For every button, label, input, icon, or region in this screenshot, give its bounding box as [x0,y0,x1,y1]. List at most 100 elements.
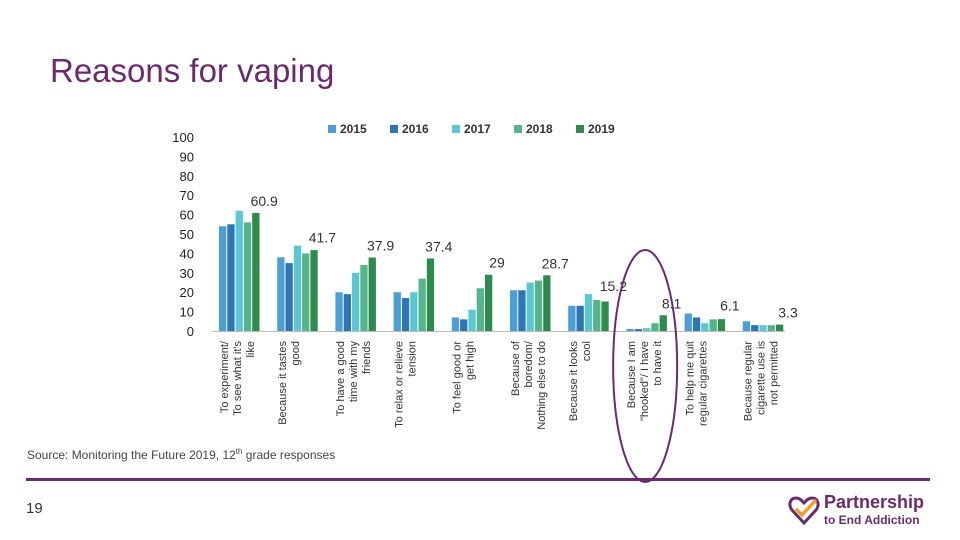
bar [510,290,518,331]
bar [393,292,401,331]
footer-divider [26,478,930,481]
legend-label: 2019 [588,122,615,136]
category-label: Because it tastes good [277,341,302,425]
slide-title: Reasons for vaping [50,52,335,89]
legend-swatch [390,125,398,133]
category-label-line: Nothing else to do [536,341,548,430]
bar [709,319,717,331]
bar [526,282,534,331]
bar [243,222,252,331]
bar [235,210,243,331]
bar [684,313,692,331]
bar [352,272,360,331]
category-label-line: not permitted [769,341,781,405]
bar [701,323,709,331]
bar [293,245,302,331]
y-tick-label: 50 [180,227,194,242]
bar [219,226,227,331]
bar [742,321,751,331]
data-label: 41.7 [309,230,336,246]
bar [310,250,318,331]
y-tick-label: 20 [180,285,194,300]
bar [601,301,609,331]
category-label-line: time with my [348,341,360,403]
bar [626,329,634,331]
category-label: To relax or relieve tension [393,341,418,428]
bar [767,325,775,331]
y-tick-label: 0 [187,324,194,339]
y-tick-label: 70 [180,188,194,203]
category-label-line: To relax or relieve [393,341,405,428]
bar [418,278,426,331]
category-label-line: cigarette use is [756,341,768,415]
category-label: To help me quit regular cigarettes [684,341,709,426]
category-label-line: To feel good or [452,341,464,414]
legend-swatch [452,125,460,133]
bar [751,325,759,331]
bar [468,309,476,331]
highlight-ellipse [612,249,679,483]
category-label-line: boredom/ [523,340,535,387]
category-label-line: Because of [510,340,522,396]
bar [576,305,584,331]
category-label-line: get high [465,341,477,380]
bar [410,292,418,331]
bar [343,294,351,331]
bar [593,299,601,331]
legend-swatch [328,125,336,133]
category-label-line: "hooked"/ I have [639,341,651,421]
bar [584,294,593,331]
y-tick-label: 80 [180,169,194,184]
bar [476,288,484,331]
category-label-line: To have a good [335,341,347,416]
source-sup: th [235,447,243,456]
bar [534,280,543,331]
legend-label: 2018 [526,122,553,136]
category-label-line: Because it tastes [277,341,289,425]
category-label-line: Because regular [743,341,755,421]
bar [335,292,343,331]
bar [302,253,310,331]
bar [651,323,659,331]
heart-check-icon [788,496,820,525]
category-label-line: good [290,341,302,365]
logo-line1: Partnership [824,492,925,512]
legend-label: 2015 [340,122,367,136]
bar [759,325,767,331]
category-label-line: To help me quit [684,341,696,416]
source-suffix: grade responses [242,448,336,462]
source-text: Source: Monitoring the Future 2019, 12 [27,448,236,462]
page-number: 19 [26,500,43,517]
y-tick-label: 90 [180,149,194,164]
data-label: 37.9 [367,237,394,253]
category-label: Because it looks cool [568,341,593,422]
category-label: Because I am "hooked"/ I have to have it [626,341,664,421]
bar [485,274,493,331]
partnership-logo: Partnership to End Addiction [788,492,938,528]
category-label: To have a good time with my friends [335,341,373,417]
category-label-line: cool [581,341,593,361]
legend-label: 2016 [402,122,429,136]
bar [460,319,468,331]
y-tick-label: 10 [180,305,194,320]
bar [634,329,642,331]
data-label: 60.9 [251,193,278,209]
category-label: To experiment/To see what it's like [219,340,257,416]
bar [543,275,551,331]
bar [659,315,667,331]
legend-swatch [514,125,522,133]
bar [360,265,368,331]
y-tick-label: 60 [180,208,194,223]
bar [285,263,293,331]
category-label: To feel good or get high [452,341,477,414]
category-label-line: Because it looks [568,341,580,422]
bar [227,224,235,331]
bar [368,257,376,331]
data-label: 28.7 [542,255,569,271]
bar [252,212,260,331]
category-label-line: to have it [652,341,664,386]
bar [717,319,726,331]
bar [451,317,460,331]
category-label-line: Because I am [626,341,638,408]
